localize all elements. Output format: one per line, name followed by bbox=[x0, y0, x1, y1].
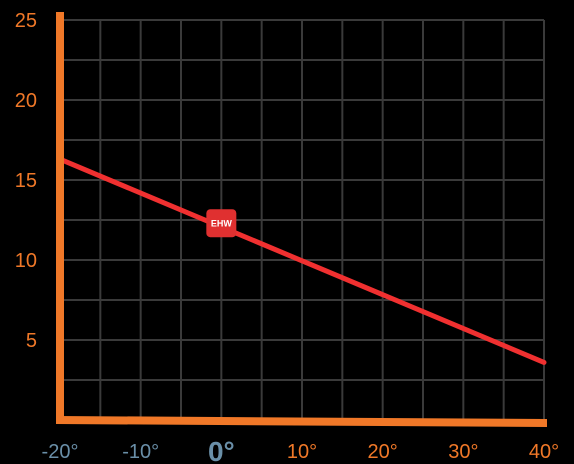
y-tick-label: 10 bbox=[15, 250, 37, 272]
x-tick-label: 0° bbox=[208, 436, 235, 464]
y-tick-label: 20 bbox=[15, 90, 37, 112]
y-tick-labels: 5 10 15 20 25 bbox=[15, 10, 37, 352]
x-tick-label: 40° bbox=[529, 441, 559, 463]
x-tick-label: 20° bbox=[368, 441, 398, 463]
grid bbox=[60, 19, 545, 420]
x-axis-line bbox=[56, 416, 547, 427]
x-tick-label: 10° bbox=[287, 441, 317, 463]
x-tick-label: -20° bbox=[42, 441, 79, 463]
y-tick-label: 5 bbox=[26, 330, 37, 352]
axes bbox=[56, 12, 547, 427]
annotation-layer: EHW bbox=[206, 209, 237, 238]
series-layer bbox=[57, 156, 547, 365]
y-tick-label: 25 bbox=[15, 10, 37, 32]
x-tick-label: -10° bbox=[122, 441, 159, 463]
ehw-badge-label: EHW bbox=[211, 219, 233, 229]
x-tick-labels: -20° -10° 0° 10° 20° 30° 40° bbox=[42, 436, 560, 464]
ehw-badge bbox=[206, 209, 237, 238]
series-line bbox=[57, 156, 547, 365]
x-tick-label: 30° bbox=[448, 441, 478, 463]
y-tick-label: 15 bbox=[15, 170, 37, 192]
